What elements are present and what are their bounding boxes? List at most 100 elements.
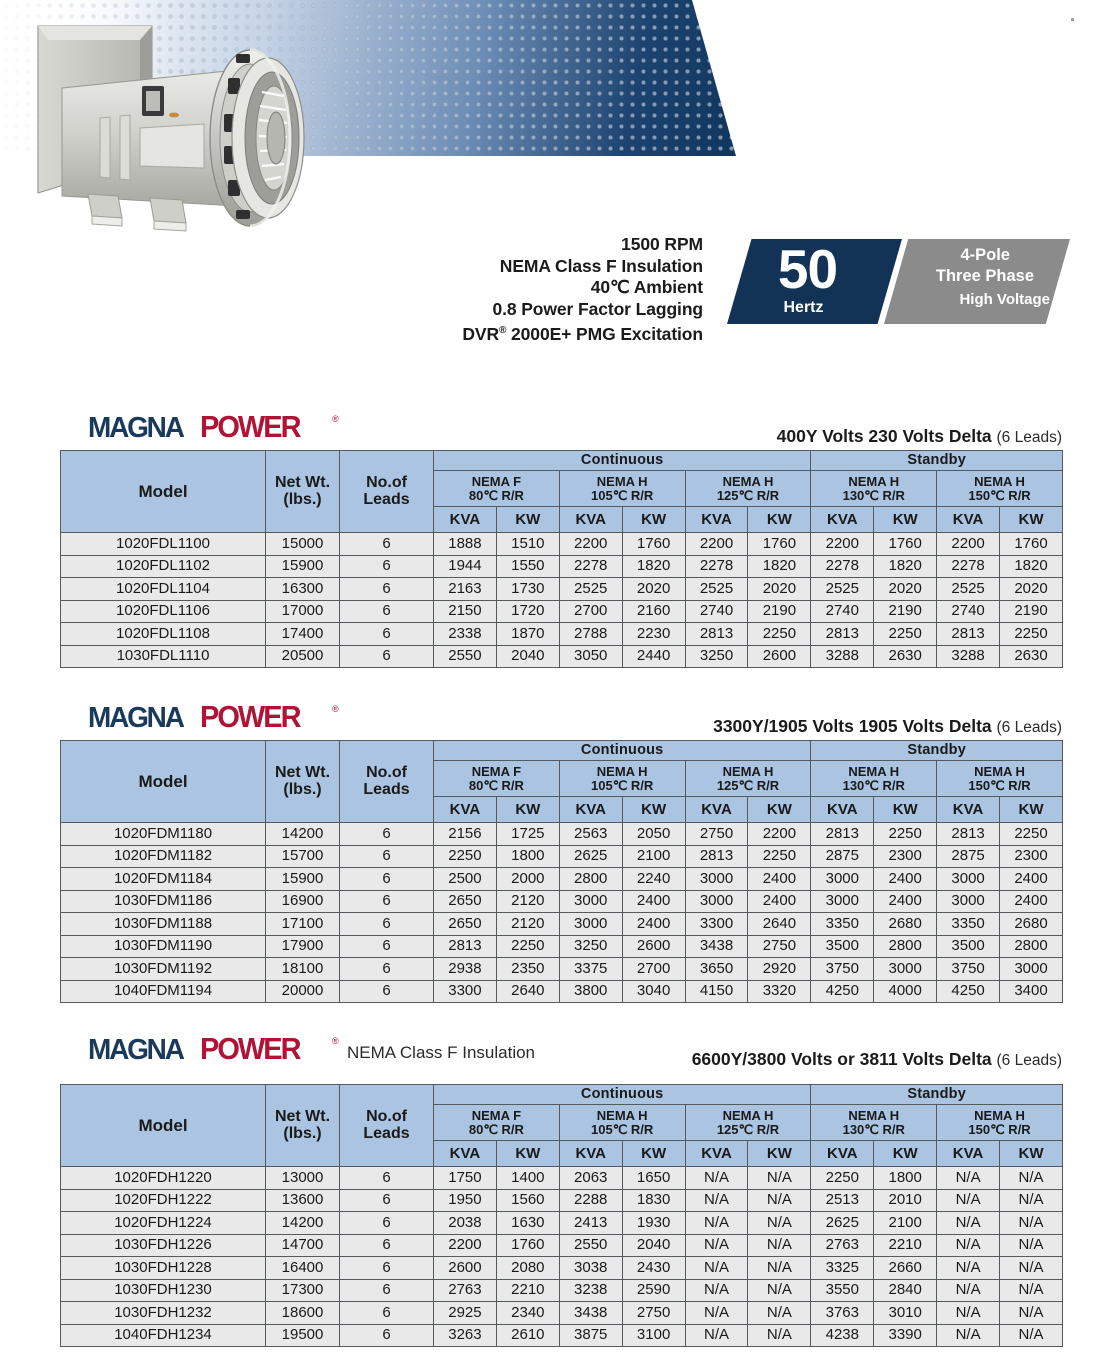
- col-group-continuous: Continuous: [432, 1084, 812, 1105]
- cell-rating: 3000: [558, 912, 623, 936]
- cell-rating: 2700: [621, 957, 686, 981]
- cell-rating: 1630: [495, 1211, 560, 1235]
- cell-rating: 2278: [810, 554, 875, 578]
- excitation-prefix: DVR: [462, 324, 499, 345]
- section-header: MAGNA POWER ® 3300Y/1905 Volts 1905 Volt…: [60, 702, 1062, 740]
- cell-rating: 3438: [684, 934, 749, 958]
- cell-rating: 2300: [873, 844, 938, 868]
- cell-leads: 6: [339, 577, 434, 601]
- cell-rating: 2200: [684, 532, 749, 556]
- cell-rating: 2020: [999, 577, 1063, 601]
- registered-icon: ®: [499, 325, 507, 337]
- section-voltage-label: 6600Y/3800 Volts or 3811 Volts Delta: [691, 1049, 992, 1069]
- cell-rating: 3000: [684, 867, 749, 891]
- cell-rating: 2875: [936, 844, 1001, 868]
- cell-rating: 2400: [873, 889, 938, 913]
- cell-rating: 3875: [558, 1323, 623, 1347]
- cell-leads: 6: [339, 957, 434, 981]
- cell-net-weight: 17900: [265, 934, 340, 958]
- cell-rating: 2920: [747, 957, 812, 981]
- cell-rating: 3250: [684, 644, 749, 668]
- table-body: 1020FDL1100 15000 6 1888 1510 2200 1760 2200 176…: [60, 532, 1063, 668]
- cell-model: 1030FDH1228: [60, 1256, 266, 1280]
- cell-rating: 2350: [495, 957, 560, 981]
- cell-rating: 2525: [810, 577, 875, 601]
- col-nema-class: NEMA H 130℃ R/R: [810, 470, 938, 507]
- header-row-nema: NEMA F 80℃ R/R NEMA H 105℃ R/R NEMA H 125℃ R/…: [61, 470, 1063, 507]
- cell-net-weight: 14200: [265, 1211, 340, 1235]
- col-net-weight: Net Wt. (lbs.): [265, 740, 340, 823]
- section-title: 400Y Volts 230 Volts Delta (6 Leads): [777, 426, 1062, 447]
- cell-rating: 2250: [873, 622, 938, 646]
- cell-rating: 2160: [621, 599, 686, 623]
- cell-rating: N/A: [936, 1323, 1001, 1347]
- cell-rating: 1820: [747, 554, 812, 578]
- cell-rating: 2300: [999, 844, 1063, 868]
- cell-rating: 1944: [433, 554, 497, 578]
- col-group-standby: Standby: [810, 740, 1063, 761]
- cell-net-weight: 18100: [265, 957, 340, 981]
- cell-rating: 2813: [684, 622, 749, 646]
- svg-text:POWER: POWER: [200, 1034, 301, 1064]
- cell-rating: N/A: [747, 1233, 812, 1257]
- spec-line-excitation: DVR® 2000E+ PMG Excitation: [462, 320, 703, 345]
- cell-net-weight: 16900: [265, 889, 340, 913]
- header-row-units: KVA KW KVA KW KVA KW KVA KW KVA KW: [61, 796, 1063, 823]
- cell-rating: N/A: [936, 1166, 1001, 1190]
- cell-rating: 2813: [936, 822, 1001, 846]
- cell-rating: 3000: [936, 867, 1001, 891]
- cell-leads: 6: [339, 1278, 434, 1302]
- cell-rating: 2788: [558, 622, 623, 646]
- table-row: 1020FDL1100 15000 6 1888 1510 2200 1760 2200 176…: [60, 532, 1063, 556]
- cell-rating: 2650: [433, 912, 497, 936]
- col-unit: KW: [495, 796, 560, 823]
- cell-rating: 3010: [873, 1301, 938, 1325]
- cell-rating: 1725: [495, 822, 560, 846]
- table-row: 1020FDL1108 17400 6 2338 1870 2788 2230 2813 225…: [60, 622, 1063, 646]
- cell-rating: 3400: [999, 979, 1063, 1003]
- section-6600y: MAGNA POWER ® NEMA Class F Insulation 66…: [60, 1034, 1063, 1347]
- cell-rating: 2563: [558, 822, 623, 846]
- header-row-nema: NEMA F 80℃ R/R NEMA H 105℃ R/R NEMA H 125℃ R/…: [61, 760, 1063, 797]
- spec-line-rpm: 1500 RPM: [621, 234, 703, 254]
- col-net-weight: Net Wt. (lbs.): [265, 1084, 340, 1167]
- header-row-nema: NEMA F 80℃ R/R NEMA H 105℃ R/R NEMA H 125℃ R/…: [61, 1104, 1063, 1141]
- cell-rating: 1888: [433, 532, 497, 556]
- cell-rating: 3500: [936, 934, 1001, 958]
- cell-rating: N/A: [684, 1323, 749, 1347]
- col-unit: KVA: [810, 506, 875, 533]
- cell-rating: 3300: [684, 912, 749, 936]
- header-row-units: KVA KW KVA KW KVA KW KVA KW KVA KW: [61, 506, 1063, 533]
- col-nema-class: NEMA F 80℃ R/R: [433, 760, 560, 797]
- cell-rating: 2740: [810, 599, 875, 623]
- cell-leads: 6: [339, 934, 434, 958]
- cell-rating: 1750: [433, 1166, 497, 1190]
- col-model: Model: [60, 740, 266, 823]
- cell-rating: N/A: [999, 1301, 1063, 1325]
- cell-rating: 2875: [810, 844, 875, 868]
- col-nema-class: NEMA H 150℃ R/R: [936, 1104, 1063, 1141]
- cell-rating: 2250: [873, 822, 938, 846]
- cell-rating: 2163: [433, 577, 497, 601]
- cell-rating: 2800: [873, 934, 938, 958]
- cell-rating: 2813: [684, 844, 749, 868]
- pole-phase-badge: 4-Pole Three Phase High Voltage: [884, 239, 1070, 324]
- cell-model: 1020FDL1100: [60, 532, 266, 556]
- cell-rating: 2100: [873, 1211, 938, 1235]
- cell-rating: 2400: [999, 867, 1063, 891]
- cell-rating: 2340: [495, 1301, 560, 1325]
- table-row: 1030FDL1110 20500 6 2550 2040 3050 2440 3250 260…: [60, 644, 1063, 668]
- col-unit: KVA: [684, 1140, 749, 1167]
- cell-rating: 2813: [810, 622, 875, 646]
- cell-net-weight: 15900: [265, 867, 340, 891]
- cell-rating: 3288: [936, 644, 1001, 668]
- col-net-weight: Net Wt. (lbs.): [265, 450, 340, 533]
- cell-rating: N/A: [747, 1166, 812, 1190]
- cell-rating: N/A: [936, 1233, 1001, 1257]
- cell-rating: 2550: [433, 644, 497, 668]
- generator-photo: [22, 18, 442, 233]
- section-voltage-label: 3300Y/1905 Volts 1905 Volts Delta: [713, 716, 992, 736]
- cell-rating: 1760: [873, 532, 938, 556]
- col-nema-class: NEMA H 105℃ R/R: [558, 470, 686, 507]
- table-head: Model Net Wt. (lbs.) No.of Leads Continuous St…: [60, 740, 1063, 823]
